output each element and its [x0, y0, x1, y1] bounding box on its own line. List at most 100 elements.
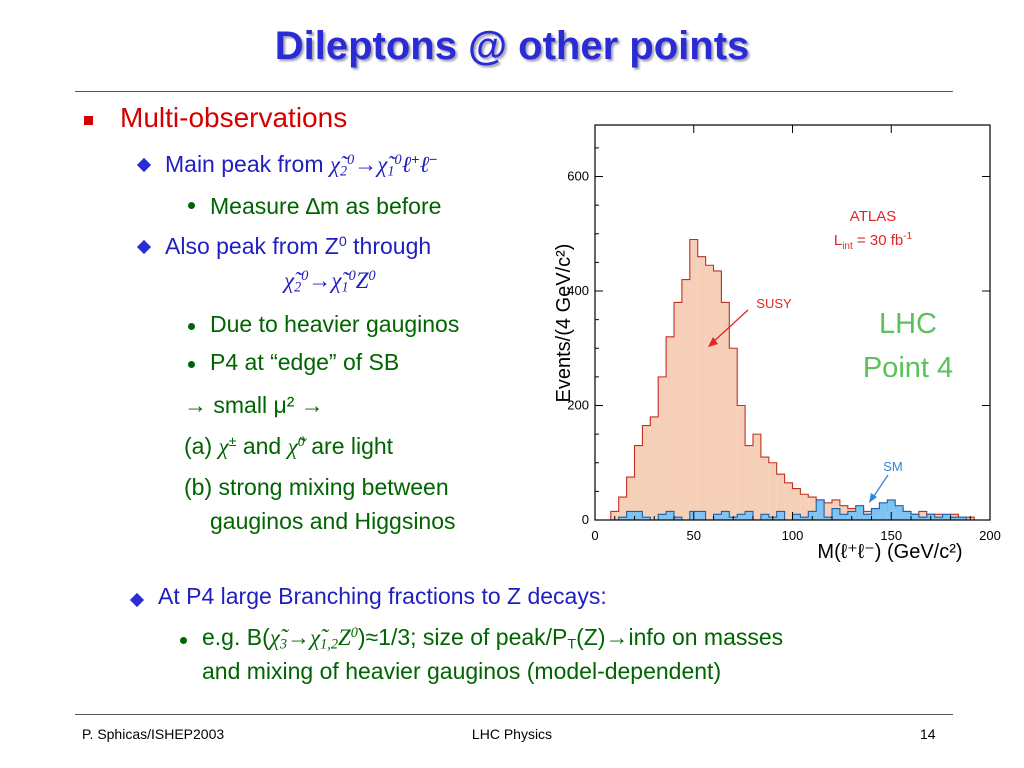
eg-arrow-info: →info on masses	[605, 624, 784, 650]
footer-divider	[75, 714, 953, 715]
sm-histogram-bar	[934, 517, 943, 520]
susy-histogram-bar	[697, 256, 706, 520]
susy-histogram-bar	[800, 494, 809, 520]
small-mu-text: → small μ² →	[184, 392, 324, 418]
susy-arrowhead-icon	[708, 337, 718, 347]
sm-histogram-bar	[666, 511, 674, 520]
susy-histogram-bar	[618, 497, 627, 520]
sm-histogram-bar	[871, 508, 880, 520]
susy-histogram-bar	[674, 302, 682, 520]
sm-histogram-bar	[879, 502, 888, 520]
bullet-eg: e.g. B(χ̃3→χ̃1,2Z0)≈1/3; size of peak/PT…	[202, 624, 784, 653]
main-peak-prefix: Main peak from	[165, 151, 330, 177]
y-tick-label: 600	[567, 169, 589, 184]
bullet-heavier-gauginos: Due to heavier gauginos	[210, 311, 460, 337]
sm-histogram-bar	[839, 514, 848, 520]
sm-histogram-bar	[626, 511, 635, 520]
bullet-multi-observations: Multi-observations	[120, 102, 348, 133]
sm-histogram-bar	[674, 517, 682, 520]
sm-histogram-bar	[950, 517, 959, 520]
sm-histogram-bar	[918, 517, 927, 520]
x-tick-label: 0	[591, 528, 598, 543]
susy-histogram-bar	[729, 348, 738, 520]
sm-histogram-bar	[832, 508, 840, 520]
susy-histogram-bar	[650, 416, 659, 520]
sm-histogram-bar	[911, 514, 919, 520]
susy-histogram-bar	[792, 488, 801, 520]
sm-histogram-bar	[903, 511, 911, 520]
eg-line-2: and mixing of heavier gauginos (model-de…	[202, 658, 722, 684]
sm-histogram-bar	[618, 517, 627, 520]
footer-page-number: 14	[920, 726, 936, 742]
sm-histogram-bar	[697, 511, 706, 520]
slide-title: Dileptons @ other points	[274, 24, 750, 68]
dot-bullet-icon	[188, 361, 195, 368]
sm-histogram-bar	[824, 517, 832, 520]
y-tick-label: 200	[567, 398, 589, 413]
sm-arrow-icon	[871, 474, 889, 500]
eg-z: (Z)	[576, 624, 606, 650]
susy-histogram-bar	[681, 279, 690, 520]
susy-histogram-bar	[784, 482, 793, 520]
susy-histogram-bar	[776, 474, 785, 520]
bullet-also-peak: Also peak from Z0 through	[165, 233, 431, 260]
sm-series-label: SM	[883, 459, 903, 474]
susy-histogram-bar	[808, 497, 817, 520]
sm-histogram-bar	[776, 511, 785, 520]
y-axis-label: Events/(4 GeV/c²)	[553, 244, 575, 403]
x-tick-label: 200	[979, 528, 1001, 543]
bullet-main-peak: Main peak from χ̃20→χ̃10ℓ+ℓ−	[165, 151, 438, 180]
also-peak-sup: 0	[338, 234, 347, 251]
sm-histogram-bar	[895, 505, 904, 520]
diamond-bullet-icon	[136, 239, 152, 255]
sm-histogram-bar	[847, 511, 856, 520]
bullet-measure: Measure ∆m as before	[210, 193, 442, 219]
susy-histogram-bar	[713, 270, 722, 520]
sm-histogram-bar	[958, 517, 967, 520]
sm-histogram-bar	[737, 514, 746, 520]
dot-bullet-icon	[188, 323, 195, 330]
point4-label: Point 4	[863, 352, 953, 384]
susy-histogram-bar	[753, 434, 761, 520]
sm-histogram-bar	[792, 514, 801, 520]
susy-arrow-icon	[711, 309, 749, 344]
dot-bullet-icon	[180, 637, 187, 644]
susy-histogram-bar	[642, 425, 651, 520]
sm-histogram-bar	[713, 514, 722, 520]
sm-histogram-bar	[634, 511, 643, 520]
bullet-p4-edge: P4 at “edge” of SB	[210, 349, 400, 375]
y-tick-label: 400	[567, 283, 589, 298]
footer-author: P. Sphicas/ISHEP2003	[82, 726, 225, 742]
square-bullet-icon	[84, 116, 93, 125]
bullet-p4-branching: At P4 large Branching fractions to Z dec…	[158, 583, 607, 609]
light-are: are light	[304, 433, 394, 459]
sm-histogram-bar	[816, 499, 825, 520]
susy-histogram-bar	[689, 239, 698, 521]
eg-mid: )≈1/3; size of peak/P	[357, 624, 568, 650]
susy-histogram-bar	[737, 405, 746, 520]
footer-course: LHC Physics	[471, 726, 553, 742]
sm-histogram-bar	[760, 514, 769, 520]
light-and: and	[236, 433, 288, 459]
sm-histogram-bar	[855, 505, 864, 520]
experiment-label: ATLAS	[850, 208, 896, 225]
susy-histogram-bar	[666, 336, 674, 520]
sm-histogram-bar	[642, 517, 651, 520]
susy-histogram-bar	[760, 457, 769, 520]
also-peak-suffix: through	[346, 233, 432, 259]
sm-histogram-bar	[863, 514, 872, 520]
susy-histogram-bar	[721, 302, 730, 520]
sm-histogram-bar	[887, 499, 896, 520]
mixing-line-2: gauginos and Higgsinos	[210, 508, 456, 534]
lhc-label: LHC	[879, 308, 937, 340]
x-tick-label: 50	[687, 528, 701, 543]
sm-arrowhead-icon	[869, 493, 877, 503]
sm-histogram-bar	[800, 517, 809, 520]
x-tick-label: 100	[782, 528, 804, 543]
susy-histogram-bar	[610, 511, 619, 520]
also-peak-text: Also peak from Z	[165, 233, 339, 259]
diamond-bullet-icon	[129, 592, 145, 608]
sm-histogram-bar	[745, 511, 753, 520]
sm-histogram-bar	[721, 511, 730, 520]
susy-histogram-bar	[705, 265, 714, 520]
